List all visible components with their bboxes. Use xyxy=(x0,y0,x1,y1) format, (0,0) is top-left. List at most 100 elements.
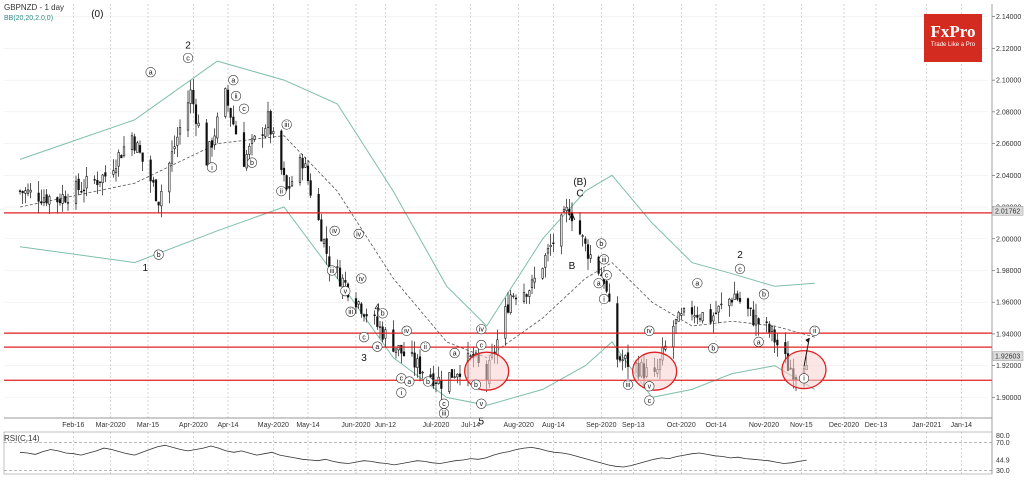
candle xyxy=(418,349,422,382)
bear-candle-body xyxy=(98,181,102,183)
price-tag-box xyxy=(992,206,1024,216)
wave-label: v xyxy=(648,384,652,391)
candle xyxy=(173,135,176,155)
candle xyxy=(58,193,62,206)
wave-label-circle xyxy=(601,270,612,281)
bear-candle-body xyxy=(104,172,107,177)
bull-candle-body xyxy=(322,239,326,244)
price-tag-label: 1.92603 xyxy=(995,354,1020,361)
candle xyxy=(232,105,235,126)
candle xyxy=(301,153,304,181)
bull-candle-body xyxy=(272,131,275,134)
wave-label-circle xyxy=(276,186,287,197)
candle xyxy=(754,303,758,337)
wave-label: 5 xyxy=(479,417,485,428)
price-tick-label: 1.96000 xyxy=(996,300,1021,307)
grid xyxy=(4,4,988,474)
candle xyxy=(37,181,40,214)
candle xyxy=(317,188,320,221)
time-tick-label: Dec-13 xyxy=(865,422,888,429)
candle xyxy=(229,107,232,127)
candle xyxy=(242,121,246,167)
candle xyxy=(581,233,584,247)
wave-label-circle xyxy=(644,381,655,392)
candle xyxy=(170,140,174,172)
candle xyxy=(512,292,515,299)
time-tick-label: Jan-14 xyxy=(951,422,973,429)
candle xyxy=(509,290,512,315)
candle xyxy=(717,305,720,324)
candle xyxy=(45,189,48,207)
wave-label: ii xyxy=(234,93,238,100)
candle xyxy=(309,173,312,199)
candle xyxy=(421,370,424,379)
candle xyxy=(728,297,731,317)
bear-candle-body xyxy=(149,159,152,182)
wave-label: b xyxy=(474,382,478,389)
fxpro-logo[interactable]: FxPro Trade Like a Pro xyxy=(924,14,982,62)
candle xyxy=(24,186,27,204)
candle xyxy=(194,98,198,137)
bull-candle-body xyxy=(469,355,472,357)
wave-label-circle xyxy=(401,325,412,336)
bear-candle-body xyxy=(280,130,283,171)
bear-candle-body xyxy=(757,318,760,325)
candle xyxy=(736,290,739,302)
bear-candle-body xyxy=(226,89,230,106)
candle xyxy=(40,189,43,206)
rsi-panel: 80.070.0 44.9 30.0 xyxy=(3,431,1010,475)
candle xyxy=(394,348,398,359)
candle xyxy=(328,246,331,282)
candle xyxy=(104,165,107,183)
bear-candle-body xyxy=(616,303,619,360)
rsi-tick-label: 80.0 xyxy=(996,433,1010,440)
wave-label-circle xyxy=(598,254,610,265)
bull-candle-body xyxy=(509,294,512,313)
bear-candle-body xyxy=(768,323,771,333)
wave-label: c xyxy=(648,398,652,405)
candle xyxy=(456,373,459,384)
candle xyxy=(530,274,534,295)
candle xyxy=(136,140,139,153)
candle xyxy=(506,292,510,314)
bear-candle-body xyxy=(154,179,158,202)
wave-label: (B) xyxy=(573,177,586,188)
wave-label: ii xyxy=(813,328,817,335)
candle xyxy=(205,118,208,166)
candle xyxy=(693,305,696,324)
bull-candle-body xyxy=(528,290,531,297)
candle xyxy=(682,307,686,317)
candle xyxy=(616,296,619,368)
bear-candle-body xyxy=(45,194,48,204)
candle xyxy=(360,302,363,318)
bear-candle-body xyxy=(605,280,608,292)
bull-candle-body xyxy=(173,146,176,150)
bull-candle-body xyxy=(213,135,216,146)
wave-label-circle xyxy=(345,306,356,317)
time-tick-label: Apr-2020 xyxy=(179,422,208,429)
candle xyxy=(597,255,600,276)
wave-label: iv xyxy=(359,276,365,283)
wave-label: c xyxy=(738,266,742,273)
bull-candle-body xyxy=(672,325,675,347)
bull-candle-body xyxy=(336,266,339,268)
wave-label: v xyxy=(344,289,348,296)
wave-label-circle xyxy=(593,278,604,289)
bull-candle-body xyxy=(421,371,424,374)
bull-candle-body xyxy=(189,89,192,104)
candle xyxy=(552,233,555,252)
candle xyxy=(514,294,518,306)
wave-label: iii xyxy=(442,411,447,418)
wave-label-circle xyxy=(358,332,370,343)
candle xyxy=(437,366,440,385)
wave-label: c xyxy=(242,106,246,113)
price-tick-label: 2.12000 xyxy=(996,46,1021,53)
candle xyxy=(565,198,568,223)
bear-candle-body xyxy=(229,108,232,118)
candle xyxy=(101,173,104,196)
candle xyxy=(304,156,307,168)
candle xyxy=(712,312,715,334)
candle xyxy=(266,101,270,137)
candle xyxy=(269,109,272,144)
candle xyxy=(448,372,451,394)
